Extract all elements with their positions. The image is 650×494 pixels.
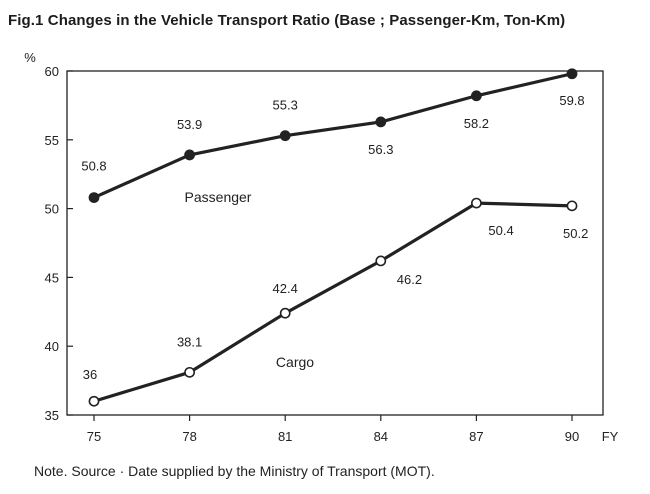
cargo-point bbox=[184, 366, 195, 378]
cargo-point bbox=[375, 255, 387, 267]
cargo-data-label: 36 bbox=[83, 367, 97, 382]
passenger-point bbox=[88, 192, 100, 203]
passenger-data-label: 55.3 bbox=[273, 98, 298, 113]
cargo-data-label: 42.4 bbox=[273, 281, 298, 296]
cargo-data-label: 46.2 bbox=[397, 272, 422, 287]
cargo-point bbox=[566, 200, 578, 212]
passenger-data-label: 53.9 bbox=[177, 117, 202, 132]
plot-frame bbox=[66, 70, 604, 416]
y-tick-label: 55 bbox=[45, 133, 59, 148]
cargo-series-label: Cargo bbox=[276, 354, 314, 370]
y-axis-unit: % bbox=[24, 50, 36, 65]
passenger-data-label: 58.2 bbox=[464, 116, 489, 131]
source-note: Note. Source · Date supplied by the Mini… bbox=[34, 463, 435, 479]
x-tick-label: 90 bbox=[565, 429, 579, 444]
cargo-point bbox=[88, 395, 100, 407]
y-tick-label: 35 bbox=[45, 408, 59, 423]
passenger-point bbox=[184, 149, 195, 161]
passenger-data-label: 59.8 bbox=[559, 93, 584, 108]
cargo-point bbox=[279, 307, 291, 319]
cargo-point bbox=[470, 197, 482, 209]
x-tick-label: 87 bbox=[469, 429, 483, 444]
cargo-data-label: 50.4 bbox=[488, 223, 513, 238]
y-tick-label: 60 bbox=[45, 64, 59, 79]
x-tick-label: 84 bbox=[374, 429, 388, 444]
passenger-point bbox=[566, 68, 578, 80]
passenger-data-label: 56.3 bbox=[368, 142, 393, 157]
passenger-series-label: Passenger bbox=[185, 189, 252, 205]
y-tick-label: 45 bbox=[45, 270, 59, 285]
passenger-data-label: 50.8 bbox=[81, 159, 106, 174]
passenger-series-line bbox=[93, 72, 573, 200]
passenger-point bbox=[470, 90, 482, 102]
y-tick-label: 40 bbox=[45, 339, 59, 354]
x-tick-label: 78 bbox=[182, 429, 196, 444]
x-tick-label: 75 bbox=[87, 429, 101, 444]
figure-title: Fig.1 Changes in the Vehicle Transport R… bbox=[8, 12, 566, 29]
x-tick-label: 81 bbox=[278, 429, 292, 444]
cargo-data-label: 38.1 bbox=[177, 334, 202, 349]
cargo-series-line bbox=[93, 201, 573, 403]
cargo-data-label: 50.2 bbox=[563, 226, 588, 241]
x-axis-unit: FY bbox=[602, 429, 619, 444]
y-tick-label: 50 bbox=[45, 202, 59, 217]
passenger-point bbox=[375, 116, 387, 128]
passenger-point bbox=[279, 130, 291, 142]
